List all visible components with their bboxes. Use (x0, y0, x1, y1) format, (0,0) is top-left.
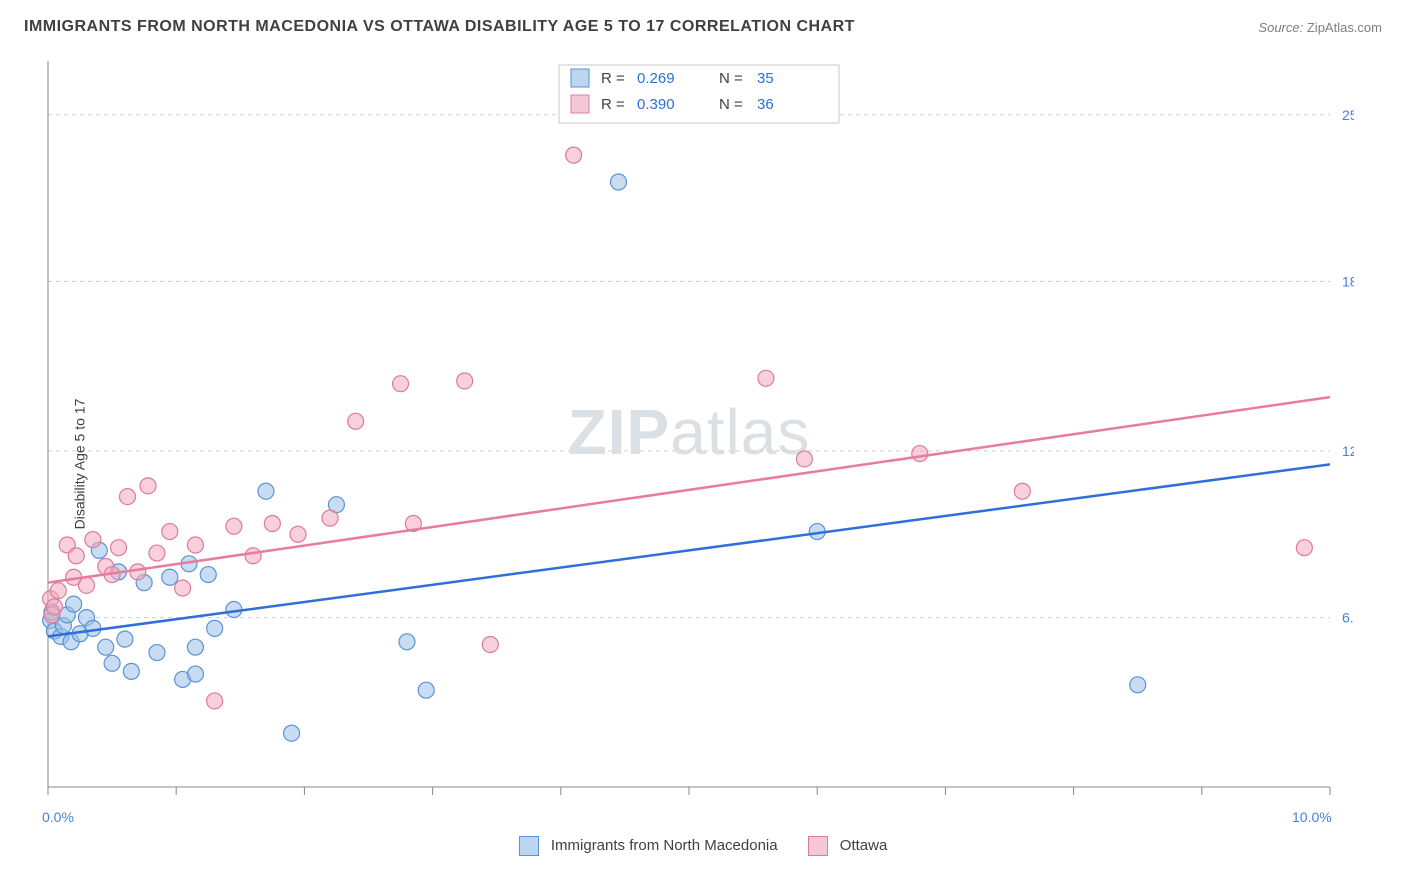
data-point-pink (393, 376, 409, 392)
y-axis-label: Disability Age 5 to 17 (71, 398, 87, 529)
legend-swatch-pink (808, 836, 828, 856)
stats-swatch-pink (571, 95, 589, 113)
source-value: ZipAtlas.com (1307, 20, 1382, 35)
y-tick-label: 6.3% (1342, 610, 1354, 626)
source-label: Source: (1258, 20, 1303, 35)
data-point-blue (610, 174, 626, 190)
stats-n-value: 36 (757, 96, 774, 113)
data-point-pink (912, 446, 928, 462)
data-point-pink (46, 599, 62, 615)
x-max-label: 10.0% (1292, 809, 1332, 825)
data-point-blue (399, 634, 415, 650)
stats-r-label: R = (601, 96, 625, 113)
data-point-blue (1130, 677, 1146, 693)
data-point-pink (482, 636, 498, 652)
data-point-blue (66, 596, 82, 612)
data-point-pink (175, 580, 191, 596)
data-point-pink (68, 548, 84, 564)
data-point-pink (226, 518, 242, 534)
data-point-pink (1296, 540, 1312, 556)
chart-area: Disability Age 5 to 17 6.3% 12.5% 18.8% 25.… (24, 55, 1382, 872)
legend-item-pink: Ottawa (808, 836, 888, 856)
data-point-pink (149, 545, 165, 561)
data-point-blue (418, 682, 434, 698)
data-point-pink (348, 413, 364, 429)
data-point-pink (111, 540, 127, 556)
data-point-pink (457, 373, 473, 389)
stats-n-label: N = (719, 96, 743, 113)
data-point-blue (85, 620, 101, 636)
data-point-pink (85, 532, 101, 548)
legend-label-blue: Immigrants from North Macedonia (551, 837, 778, 854)
watermark: ZIPatlas (568, 396, 811, 468)
legend-swatch-blue (519, 836, 539, 856)
data-point-blue (104, 655, 120, 671)
data-point-pink (162, 524, 178, 540)
y-tick-label: 18.8% (1342, 273, 1354, 289)
header: IMMIGRANTS FROM NORTH MACEDONIA VS OTTAW… (24, 18, 1382, 36)
data-point-pink (119, 489, 135, 505)
data-point-blue (187, 666, 203, 682)
data-point-blue (149, 645, 165, 661)
source: Source: ZipAtlas.com (1258, 20, 1382, 35)
stats-r-label: R = (601, 70, 625, 87)
legend-item-blue: Immigrants from North Macedonia (519, 836, 778, 856)
data-point-blue (123, 663, 139, 679)
data-point-blue (284, 725, 300, 741)
data-point-pink (322, 510, 338, 526)
legend-label-pink: Ottawa (840, 837, 888, 854)
data-point-pink (140, 478, 156, 494)
data-point-blue (98, 639, 114, 655)
chart-title: IMMIGRANTS FROM NORTH MACEDONIA VS OTTAW… (24, 18, 855, 36)
data-point-blue (162, 569, 178, 585)
stats-r-value: 0.390 (637, 96, 675, 113)
stats-swatch-blue (571, 69, 589, 87)
data-point-blue (187, 639, 203, 655)
data-point-pink (264, 515, 280, 531)
data-point-pink (130, 564, 146, 580)
stats-r-value: 0.269 (637, 70, 675, 87)
data-point-pink (290, 526, 306, 542)
scatter-plot: 6.3% 12.5% 18.8% 25.0% ZIPatlas R = 0.269 N = 35… (24, 55, 1354, 845)
data-point-pink (78, 577, 94, 593)
data-point-pink (566, 147, 582, 163)
stats-n-label: N = (719, 70, 743, 87)
data-point-pink (796, 451, 812, 467)
data-point-pink (245, 548, 261, 564)
data-point-pink (758, 370, 774, 386)
data-point-blue (117, 631, 133, 647)
data-point-pink (207, 693, 223, 709)
y-tick-label: 12.5% (1342, 443, 1354, 459)
data-point-blue (258, 483, 274, 499)
y-tick-label: 25.0% (1342, 107, 1354, 123)
x-min-label: 0.0% (42, 809, 74, 825)
data-point-pink (50, 583, 66, 599)
data-point-pink (1014, 483, 1030, 499)
bottom-legend: Immigrants from North Macedonia Ottawa (24, 836, 1382, 856)
data-point-blue (207, 620, 223, 636)
data-point-pink (187, 537, 203, 553)
data-point-blue (200, 567, 216, 583)
stats-n-value: 35 (757, 70, 774, 87)
